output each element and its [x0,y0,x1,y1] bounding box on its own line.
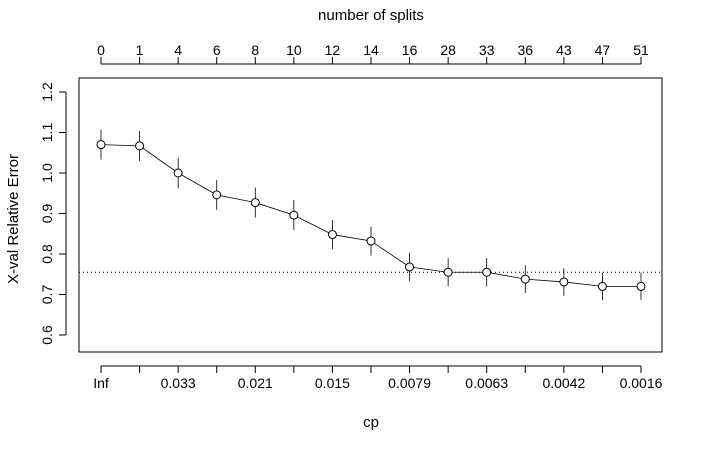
data-point [289,210,299,220]
y-axis-title: X-val Relative Error [5,154,22,284]
x-top-tick-label: 14 [363,42,379,58]
x-top-tick-label: 36 [517,42,533,58]
data-point [559,277,569,287]
x-top-tick-label: 51 [633,42,649,58]
x-top-tick-label: 28 [440,42,456,58]
x-axis-bottom: Inf 0.033 0.021 0.015 0.0079 0.0063 0.0042 0.00… [93,365,663,391]
plot-box [78,77,663,353]
top-axis-title: number of splits [318,7,424,24]
data-point [482,267,492,277]
y-axis: 0.6 0.7 0.8 0.9 1.0 1.1 1.2 [39,82,67,345]
data-point [212,190,222,200]
x-top-tick-label: 12 [325,42,341,58]
x-axis-top: 0 1 4 6 8 10 12 14 16 28 33 36 43 47 51 [97,42,649,65]
y-tick-label: 0.9 [39,204,55,224]
x-top-tick-label: 43 [556,42,572,58]
x-top-tick-label: 6 [213,42,221,58]
data-point [636,281,646,291]
series-group [96,129,646,301]
x-top-tick-label: 47 [595,42,611,58]
y-tick-label: 1.1 [39,123,55,143]
data-point [597,281,607,291]
x-top-tick-label: 1 [136,42,144,58]
x-top-tick-label: 16 [402,42,418,58]
data-point [250,198,260,208]
x-bottom-tick-label: 0.033 [161,375,196,391]
y-tick-label: 1.2 [39,82,55,102]
y-tick-label: 0.6 [39,325,55,345]
x-bottom-tick-label: 0.0063 [465,375,508,391]
data-point [366,236,376,246]
x-axis-title: cp [363,414,379,431]
x-bottom-tick-label: 0.0079 [388,375,431,391]
data-point [405,262,415,272]
data-point [327,230,337,240]
y-tick-label: 1.0 [39,163,55,183]
x-bottom-tick-label: 0.0016 [620,375,663,391]
x-bottom-tick-label: 0.021 [238,375,273,391]
x-top-tick-label: 0 [97,42,105,58]
data-point [520,274,530,284]
x-top-tick-label: 8 [251,42,259,58]
data-point [135,141,145,151]
y-tick-label: 0.8 [39,244,55,264]
series-line [100,144,641,287]
y-tick-label: 0.7 [39,285,55,305]
x-bottom-tick-label: 0.015 [315,375,350,391]
x-top-tick-label: 4 [174,42,182,58]
data-point [96,140,106,150]
plot-frame [78,77,663,353]
x-top-tick-label: 33 [479,42,495,58]
x-bottom-tick-label: 0.0042 [542,375,585,391]
x-top-tick-label: 10 [286,42,302,58]
data-point [443,267,453,277]
x-bottom-tick-label: Inf [93,375,109,391]
data-point [173,168,183,178]
